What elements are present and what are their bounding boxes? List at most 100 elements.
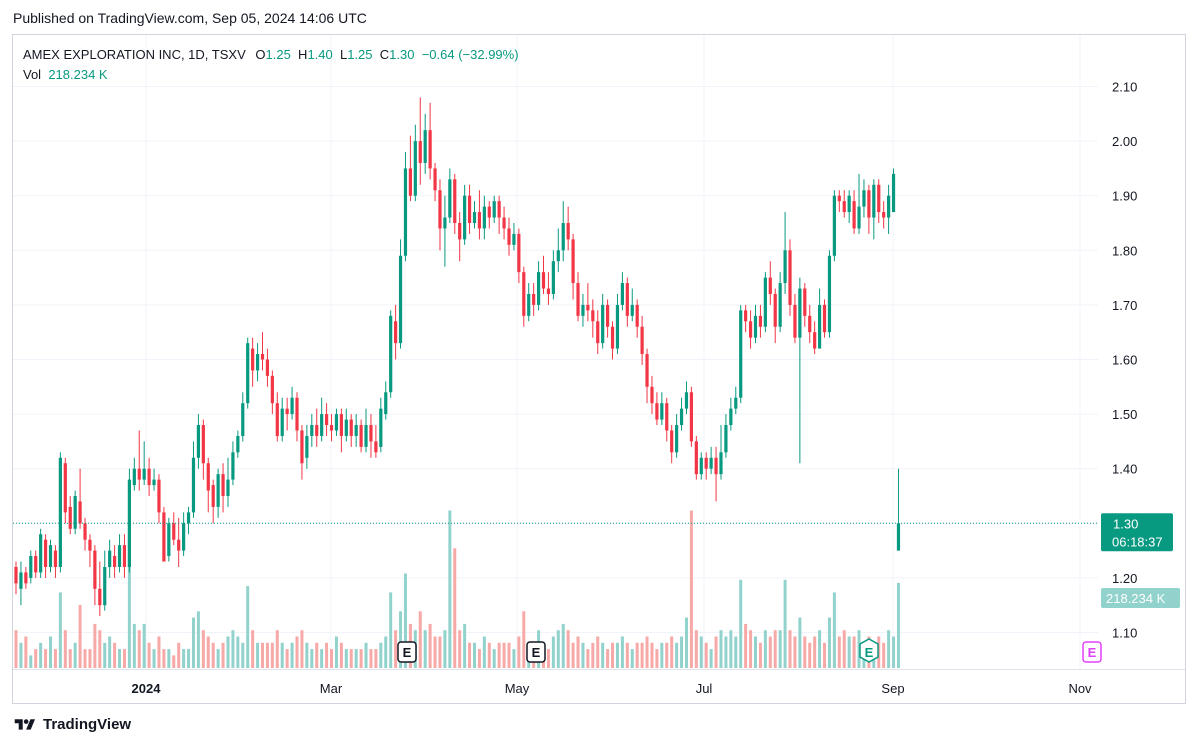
- candle: [251, 337, 255, 387]
- volume-bar: [364, 642, 368, 668]
- candle: [339, 408, 343, 453]
- price-tick-label: 1.10: [1112, 626, 1137, 641]
- volume-bar: [83, 649, 87, 668]
- candle: [497, 195, 501, 234]
- candle: [625, 277, 629, 327]
- time-tick-label: 2024: [132, 681, 162, 696]
- volume-bar: [773, 630, 777, 668]
- volume-bar: [798, 617, 802, 668]
- candle: [167, 517, 171, 562]
- candle: [88, 534, 92, 567]
- volume-bar: [842, 630, 846, 668]
- candle: [354, 414, 358, 447]
- volume-bar: [472, 642, 476, 668]
- candle: [817, 288, 822, 349]
- volume-bar: [423, 630, 427, 668]
- volume-bar: [349, 649, 353, 668]
- candle: [334, 408, 339, 436]
- earnings-event-marker[interactable]: E: [526, 641, 546, 663]
- candle: [142, 441, 146, 486]
- candle: [236, 430, 240, 458]
- volume-bar: [246, 586, 250, 668]
- volume-bar: [187, 649, 191, 668]
- chart-frame[interactable]: [12, 34, 1186, 704]
- volume-bar: [191, 617, 195, 668]
- volume-bar: [221, 642, 225, 668]
- volume-bar: [118, 649, 122, 668]
- volume-bar: [172, 655, 176, 668]
- earnings-event-marker[interactable]: E: [859, 638, 879, 663]
- candle: [423, 113, 427, 174]
- candle: [507, 217, 511, 256]
- volume-bar: [758, 642, 762, 668]
- candle: [216, 468, 220, 518]
- volume-bar: [847, 636, 851, 668]
- candle: [704, 452, 708, 480]
- volume-bar: [49, 636, 53, 668]
- volume-bar: [635, 642, 639, 668]
- candle: [177, 517, 181, 567]
- volume-bar: [645, 636, 649, 668]
- volume-bar: [630, 649, 634, 668]
- volume-bar: [68, 649, 72, 668]
- volume-bar: [566, 630, 570, 668]
- volume-bar: [522, 611, 526, 668]
- price-tick-label: 1.50: [1112, 407, 1137, 422]
- volume-bar: [39, 642, 43, 668]
- grid: [13, 35, 1098, 669]
- candle: [369, 414, 373, 458]
- volume-bar: [103, 642, 107, 668]
- volume-bar: [620, 636, 624, 668]
- price-badges: 1.30 06:18:37 218.234 K: [1101, 513, 1180, 608]
- candle: [813, 321, 817, 355]
- volume-bar: [98, 630, 102, 668]
- candle: [536, 261, 541, 311]
- chart-legend: AMEX EXPLORATION INC, 1D, TSXV O1.25 H1.…: [23, 47, 519, 82]
- volume-bar: [73, 642, 77, 668]
- volume-bar: [320, 649, 324, 668]
- volume-bar: [14, 630, 18, 668]
- volume-bar: [433, 636, 437, 668]
- volume-bar: [591, 642, 595, 668]
- candle: [877, 179, 881, 223]
- candle: [694, 435, 698, 480]
- candle: [443, 195, 447, 267]
- candle: [137, 430, 141, 491]
- candle: [561, 201, 565, 262]
- candle: [675, 414, 679, 458]
- candle: [211, 479, 215, 524]
- candle: [615, 293, 620, 355]
- candle: [482, 195, 486, 240]
- volume-bar: [596, 636, 600, 668]
- candle: [630, 288, 634, 322]
- volume-bar: [379, 642, 383, 668]
- earnings-event-marker[interactable]: E: [1082, 641, 1102, 663]
- tradingview-logo-icon: [14, 718, 35, 730]
- volume-badge-label: 218.234 K: [1106, 591, 1166, 606]
- volume-value: 218.234 K: [48, 67, 108, 82]
- candle: [418, 97, 422, 185]
- candle: [793, 293, 797, 344]
- volume-bar: [216, 649, 220, 668]
- candle: [571, 233, 575, 300]
- candle: [660, 392, 664, 426]
- candle: [275, 392, 279, 442]
- volume-bar: [487, 642, 491, 668]
- candle: [635, 299, 639, 338]
- candle: [14, 561, 18, 595]
- volume-bar: [749, 630, 753, 668]
- volume-bar: [196, 611, 200, 668]
- candle: [34, 550, 38, 578]
- candle: [73, 490, 77, 535]
- candle: [344, 408, 348, 442]
- candle: [260, 332, 265, 371]
- time-tick-label: Jul: [696, 681, 713, 696]
- candle: [408, 135, 412, 202]
- earnings-event-marker[interactable]: E: [397, 641, 417, 663]
- volume-bar: [468, 642, 472, 668]
- volume-bar: [290, 642, 294, 668]
- candle: [285, 397, 289, 431]
- candle: [398, 239, 403, 349]
- footer-brand[interactable]: TradingView: [13, 716, 131, 733]
